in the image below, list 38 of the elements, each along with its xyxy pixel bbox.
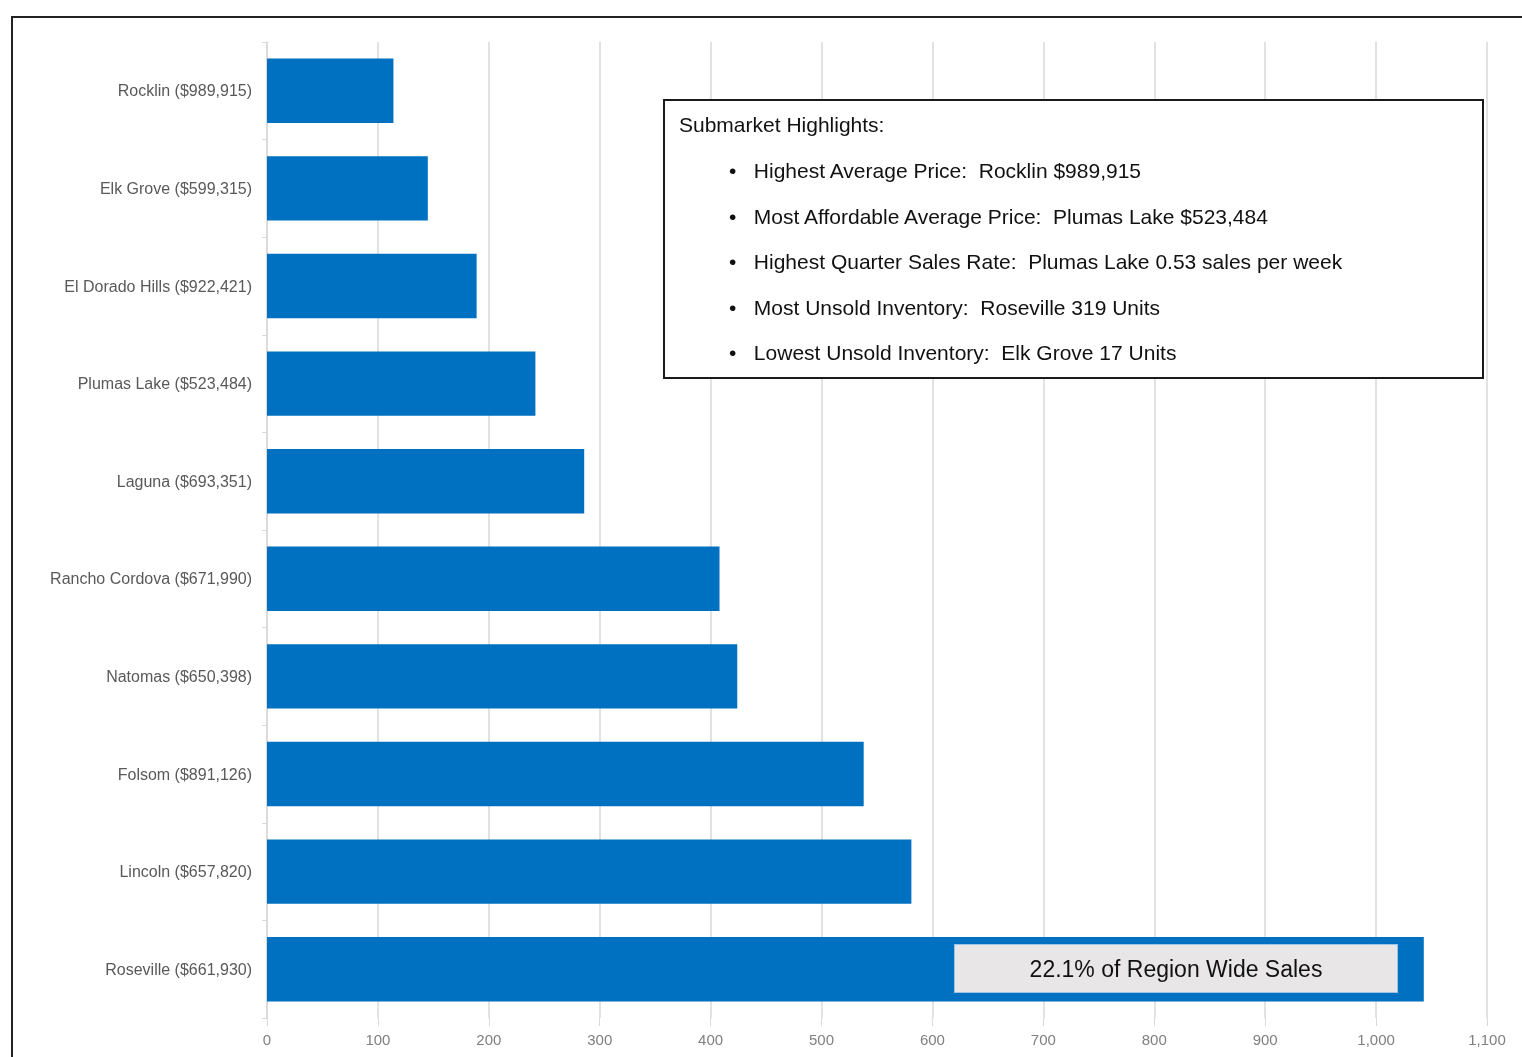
x-tick-label: 400 [698, 1031, 724, 1048]
bar [267, 351, 536, 416]
annotation: • Most Affordable Average Price: Plumas Lake $523,484 [729, 203, 1268, 229]
x-tick-label: 500 [809, 1031, 835, 1048]
y-tick-label: Elk Grove ($599,315) [99, 179, 252, 197]
bar [267, 448, 585, 514]
annotation: • Highest Average Price: Rocklin $989,915 [729, 158, 1142, 183]
annotation: Submarket Highlights: [679, 112, 885, 137]
y-tick-label: El Dorado Hills ($922,421) [64, 277, 252, 295]
bar [267, 741, 864, 807]
annotation: • Highest Quarter Sales Rate: Plumas Lake 0.53 sales per week [729, 249, 1343, 274]
x-tick-label: 200 [476, 1031, 502, 1048]
bar [267, 156, 428, 221]
y-tick-label: Folsom ($891,126) [117, 765, 252, 783]
y-tick-label: Rocklin ($989,915) [117, 82, 252, 100]
annotation: • Lowest Unsold Inventory: Elk Grove 17 Units [729, 340, 1177, 365]
x-tick-label: 300 [587, 1031, 613, 1048]
x-tick-label: 0 [262, 1031, 272, 1048]
bar [267, 546, 720, 612]
y-tick-label: Roseville ($661,930) [105, 960, 252, 978]
x-tick-label: 900 [1252, 1031, 1278, 1048]
bar [267, 644, 738, 709]
bar [267, 58, 394, 124]
y-tick-label: Laguna ($693,351) [116, 472, 252, 490]
x-tick-label: 600 [919, 1031, 945, 1048]
bar [267, 839, 912, 904]
x-tick-label: 1,000 [1357, 1031, 1395, 1048]
x-tick-label: 100 [365, 1031, 391, 1048]
x-tick-label: 1,100 [1468, 1031, 1506, 1048]
y-tick-label: Lincoln ($657,820) [119, 863, 252, 881]
x-tick-label: 700 [1030, 1031, 1056, 1048]
annotation: • Most Unsold Inventory: Roseville 319 Units [729, 294, 1161, 320]
y-tick-label: Natomas ($650,398) [106, 667, 252, 685]
annotation: 22.1% of Region Wide Sales [1029, 955, 1323, 984]
x-tick-label: 800 [1141, 1031, 1167, 1048]
y-tick-label: Plumas Lake ($523,484) [77, 375, 252, 393]
y-tick-label: Rancho Cordova ($671,990) [50, 570, 252, 588]
bar [267, 253, 477, 319]
